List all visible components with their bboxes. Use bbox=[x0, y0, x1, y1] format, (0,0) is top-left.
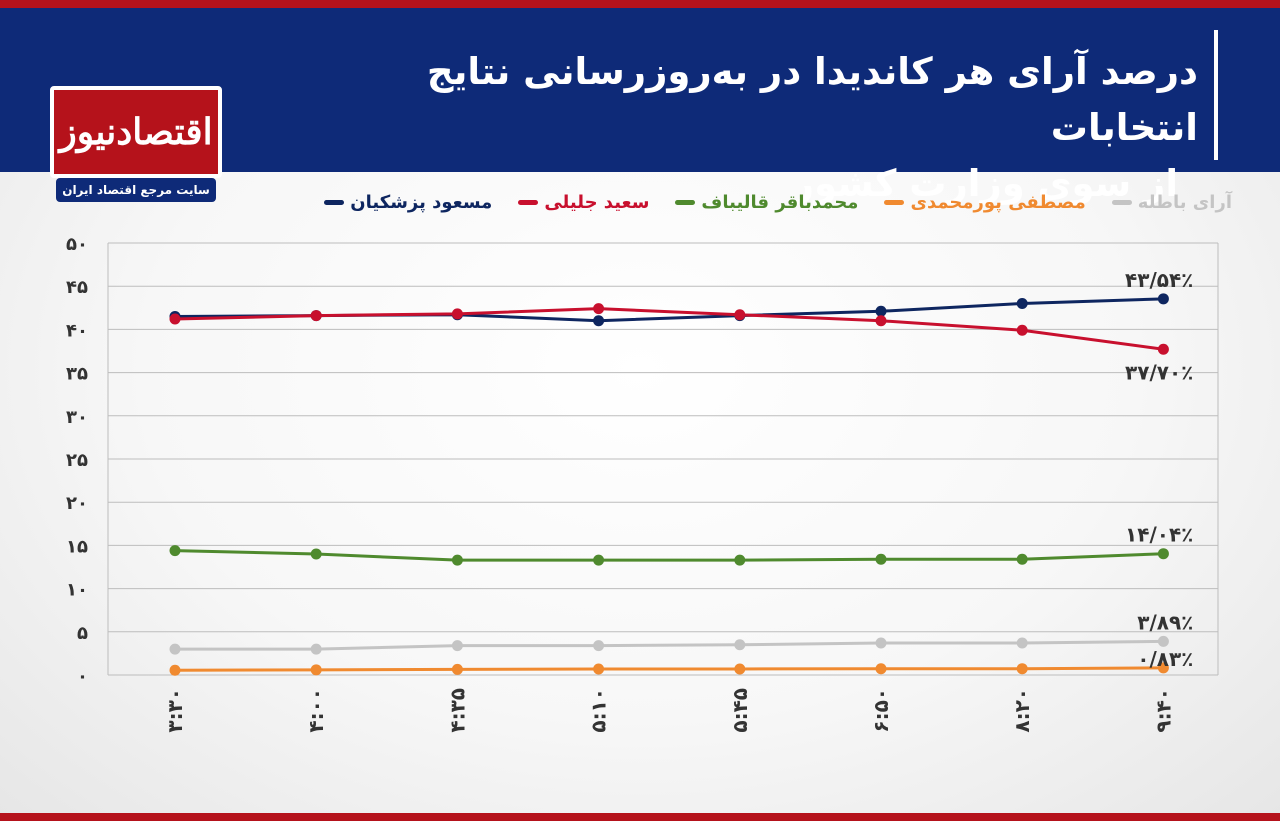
y-tick-label: ۱۵ bbox=[66, 536, 88, 557]
x-tick-label: ۵:۴۵ bbox=[728, 688, 752, 733]
brand-logo: اقتصادنیوز bbox=[50, 86, 222, 178]
data-point bbox=[875, 663, 887, 675]
legend-item: مسعود پزشکیان bbox=[324, 192, 492, 213]
data-point bbox=[1016, 663, 1028, 675]
legend-swatch bbox=[884, 199, 905, 205]
legend-swatch bbox=[1111, 199, 1132, 205]
data-point bbox=[593, 554, 605, 566]
logo-text: اقتصادنیوز bbox=[59, 111, 213, 153]
data-point bbox=[310, 310, 322, 322]
y-tick-label: ۱۰ bbox=[66, 580, 88, 601]
chart-legend: مسعود پزشکیان سعید جلیلی محمدباقر قالیباف م… bbox=[324, 188, 1232, 216]
legend-item: مصطفی پورمحمدی bbox=[884, 191, 1086, 213]
data-point bbox=[1157, 293, 1169, 305]
data-point bbox=[1157, 343, 1169, 355]
x-tick-label: ۵:۱۰ bbox=[587, 688, 611, 733]
data-point bbox=[593, 315, 605, 327]
data-point bbox=[1157, 662, 1169, 674]
legend-swatch bbox=[675, 199, 696, 205]
legend-label: محمدباقر قالیباف bbox=[701, 191, 859, 213]
data-point bbox=[169, 313, 181, 325]
y-tick-label: ۳۵ bbox=[66, 364, 88, 385]
legend-swatch bbox=[324, 199, 345, 205]
y-tick-label: ۰ bbox=[77, 666, 88, 687]
data-point bbox=[593, 303, 605, 315]
data-point bbox=[451, 554, 463, 566]
bottom-accent-bar bbox=[0, 813, 1280, 821]
data-point bbox=[875, 637, 887, 649]
data-point bbox=[1016, 324, 1028, 336]
top-accent-bar bbox=[0, 0, 1280, 8]
x-tick-label: ۶:۵۰ bbox=[869, 688, 893, 733]
data-point bbox=[734, 554, 746, 566]
data-label: ۱۴/۰۴٪ bbox=[1125, 523, 1193, 547]
data-point bbox=[310, 643, 322, 655]
legend-item: آرای باطله bbox=[1111, 191, 1232, 213]
legend-label: مسعود پزشکیان bbox=[350, 191, 493, 213]
x-tick-label: ۹:۴۰ bbox=[1151, 688, 1175, 733]
series-line bbox=[174, 549, 1164, 562]
data-point bbox=[451, 663, 463, 675]
legend-label: آرای باطله bbox=[1137, 191, 1232, 213]
data-point bbox=[310, 664, 322, 676]
y-tick-label: ۴۵ bbox=[66, 277, 88, 298]
data-point bbox=[593, 640, 605, 652]
y-tick-label: ۵۰ bbox=[66, 234, 88, 255]
y-tick-label: ۳۰ bbox=[66, 407, 88, 428]
x-tick-label: ۴:۳۵ bbox=[445, 688, 469, 733]
title-divider bbox=[1214, 30, 1218, 160]
data-point bbox=[593, 663, 605, 675]
data-point bbox=[734, 663, 746, 675]
data-point bbox=[1157, 635, 1169, 647]
data-point bbox=[734, 309, 746, 321]
title-line-1: درصد آرای هر کاندیدا در به‌روزرسانی نتای… bbox=[426, 50, 1198, 149]
data-point bbox=[169, 643, 181, 655]
data-point bbox=[875, 315, 887, 327]
y-tick-label: ۵ bbox=[77, 623, 88, 644]
data-point bbox=[1016, 297, 1028, 309]
y-tick-label: ۴۰ bbox=[66, 320, 88, 341]
logo-tagline: سایت مرجع اقتصاد ایران bbox=[56, 178, 216, 202]
data-point bbox=[875, 553, 887, 565]
data-point bbox=[451, 640, 463, 652]
data-label: ۳۷/۷۰٪ bbox=[1125, 360, 1193, 384]
data-label: ۳/۸۹٪ bbox=[1137, 610, 1193, 634]
data-point bbox=[310, 548, 322, 560]
series-line bbox=[174, 666, 1164, 672]
series-line bbox=[174, 297, 1164, 323]
data-point bbox=[1016, 553, 1028, 565]
legend-label: سعید جلیلی bbox=[544, 191, 650, 213]
legend-item: سعید جلیلی bbox=[518, 192, 649, 213]
series-line bbox=[175, 639, 1164, 651]
data-label: ۰/۸۳٪ bbox=[1137, 647, 1193, 671]
data-point bbox=[169, 545, 181, 557]
x-tick-label: ۴:۰۰ bbox=[304, 688, 328, 733]
y-tick-label: ۲۰ bbox=[66, 493, 88, 514]
data-point bbox=[1016, 637, 1028, 649]
page-title: درصد آرای هر کاندیدا در به‌روزرسانی نتای… bbox=[298, 44, 1198, 212]
data-point bbox=[875, 305, 887, 317]
data-point bbox=[734, 639, 746, 651]
y-tick-label: ۲۵ bbox=[66, 450, 88, 471]
x-tick-label: ۳:۳۰ bbox=[163, 688, 187, 733]
x-tick-label: ۸:۲۰ bbox=[1010, 688, 1034, 733]
legend-label: مصطفی پورمحمدی bbox=[910, 191, 1086, 213]
title-line-2: از سوی وزارت کشور bbox=[792, 162, 1178, 205]
data-point bbox=[451, 308, 463, 320]
legend-swatch bbox=[518, 199, 539, 205]
data-point bbox=[1157, 548, 1169, 560]
data-label: ۴۳/۵۴٪ bbox=[1125, 268, 1193, 292]
legend-item: محمدباقر قالیباف bbox=[675, 192, 858, 213]
series-line bbox=[174, 307, 1164, 351]
line-chart: ۰ ۵ ۱۰ ۱۵ ۲۰ ۲۵ ۳۰ ۳۵ ۴۰ ۴۵ ۵۰ ۳:۳۰ ۴:۰۰ ۴:۳۵ ۵:۱۰ ۵:۴۵… bbox=[66, 234, 1219, 733]
data-point bbox=[169, 664, 181, 676]
